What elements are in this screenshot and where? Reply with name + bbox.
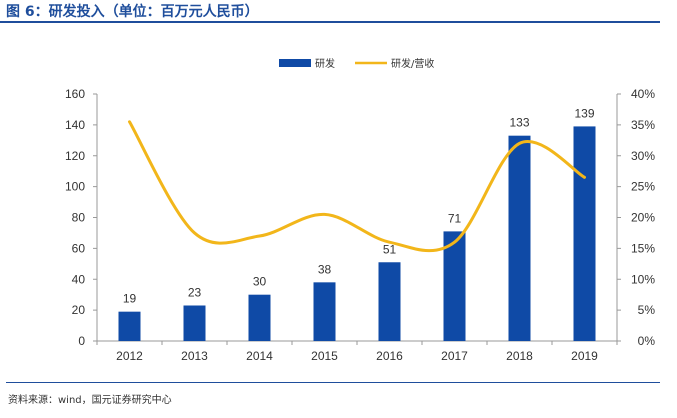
y-right-tick-label: 0% bbox=[638, 334, 656, 348]
y-right-tick-label: 30% bbox=[631, 149, 655, 163]
x-tick-label: 2013 bbox=[181, 349, 208, 363]
y-right-tick-label: 25% bbox=[631, 180, 655, 194]
y-left-tick-label: 80 bbox=[72, 211, 86, 225]
footer-rule bbox=[6, 382, 660, 383]
legend-label-bar: 研发 bbox=[315, 57, 335, 70]
y-left-tick-label: 60 bbox=[72, 241, 86, 255]
bar bbox=[248, 294, 271, 341]
bar-data-label: 38 bbox=[318, 262, 332, 276]
x-tick-label: 2017 bbox=[441, 349, 468, 363]
y-left-tick-label: 160 bbox=[65, 87, 85, 101]
y-right-tick-label: 35% bbox=[631, 118, 655, 132]
y-left-tick-label: 120 bbox=[65, 149, 85, 163]
x-tick-label: 2012 bbox=[116, 349, 143, 363]
bar-data-label: 23 bbox=[188, 285, 202, 299]
y-left-tick-label: 0 bbox=[78, 334, 85, 348]
y-right-tick-label: 15% bbox=[631, 241, 655, 255]
bar-data-label: 139 bbox=[574, 106, 594, 120]
x-tick-label: 2019 bbox=[571, 349, 598, 363]
y-left-tick-label: 40 bbox=[72, 272, 86, 286]
x-tick-label: 2016 bbox=[376, 349, 403, 363]
bar bbox=[313, 282, 336, 341]
legend-label-line: 研发/营收 bbox=[391, 57, 434, 70]
bar-data-label: 71 bbox=[448, 211, 462, 225]
x-tick-label: 2015 bbox=[311, 349, 338, 363]
y-right-tick-label: 40% bbox=[631, 87, 655, 101]
bar-data-label: 30 bbox=[253, 275, 267, 289]
bar bbox=[573, 126, 596, 341]
y-right-tick-label: 20% bbox=[631, 211, 655, 225]
ratio-line bbox=[128, 120, 586, 253]
bar-data-label: 19 bbox=[123, 292, 137, 306]
source-note: 资料来源：wind，国元证券研究中心 bbox=[8, 395, 172, 406]
y-left-tick-label: 140 bbox=[65, 118, 85, 132]
bar bbox=[443, 231, 466, 341]
bar-data-label: 133 bbox=[509, 116, 529, 130]
bar-data-label: 51 bbox=[383, 242, 397, 256]
bar bbox=[118, 311, 141, 341]
legend-swatch-bar bbox=[279, 59, 311, 67]
y-left-tick-label: 100 bbox=[65, 180, 85, 194]
x-tick-label: 2018 bbox=[506, 349, 533, 363]
bar bbox=[508, 135, 531, 341]
title-rule bbox=[0, 21, 660, 23]
bar bbox=[378, 262, 401, 341]
y-left-tick-label: 20 bbox=[72, 303, 86, 317]
y-right-tick-label: 5% bbox=[638, 303, 656, 317]
x-tick-label: 2014 bbox=[246, 349, 273, 363]
y-right-tick-label: 10% bbox=[631, 272, 655, 286]
chart-title: 图 6：研发投入（单位：百万元人民币） bbox=[6, 4, 259, 20]
bar bbox=[183, 305, 206, 341]
